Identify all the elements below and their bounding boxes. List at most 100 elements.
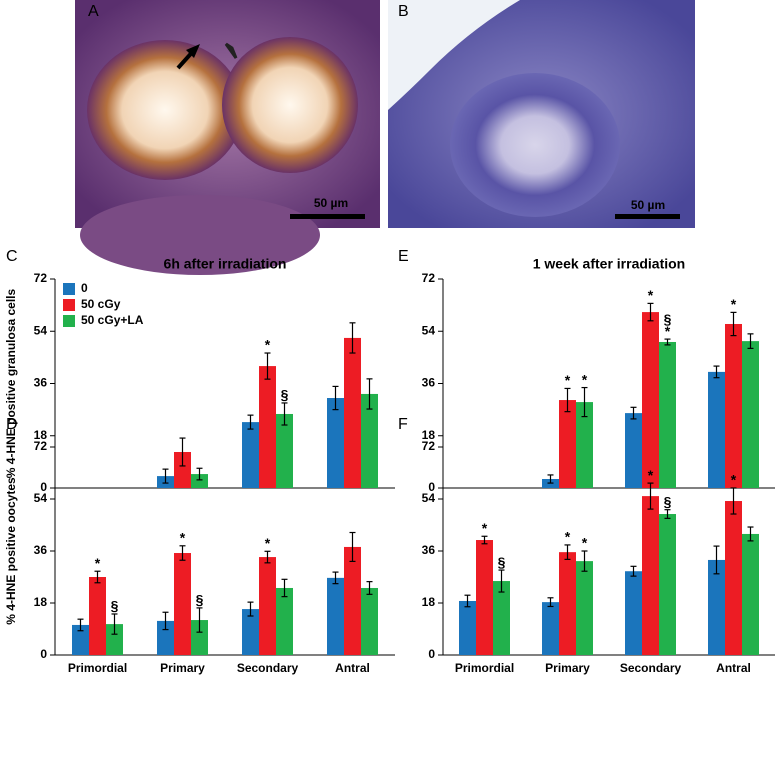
bar: [659, 514, 676, 655]
error-bar: [94, 570, 101, 584]
error-bar: [730, 487, 737, 515]
error-bar: [747, 333, 754, 349]
follicle: [450, 73, 620, 217]
y-tick-label: 18: [422, 595, 436, 609]
legend-label: 50 cGy+LA: [81, 313, 144, 327]
significance-marker: *: [265, 337, 271, 353]
bar: [708, 371, 725, 488]
error-bar: [564, 544, 571, 560]
error-bar: [264, 550, 271, 564]
error-bar: [247, 414, 254, 430]
error-bar: [647, 302, 654, 322]
chart: F 0 18 36 54 72 Primordial * § Primary * * Secondary…: [398, 416, 775, 675]
significance-marker: *: [731, 472, 737, 488]
error-bar: [349, 531, 356, 563]
y-tick-label: 36: [34, 543, 48, 557]
error-bar: [247, 601, 254, 617]
y-tick-label: 72: [422, 271, 436, 285]
y-tick-label: 18: [34, 595, 48, 609]
chart: C 6h after irradiation % 4-HNE positive gr…: [4, 248, 395, 494]
bar: [659, 341, 676, 488]
micrograph-b: 50 µm B: [388, 0, 695, 228]
bar: [191, 474, 208, 488]
error-bar: [179, 437, 186, 467]
legend-swatch: [63, 315, 75, 327]
error-bar: [162, 611, 169, 631]
x-tick-label: Antral: [716, 661, 751, 675]
bar: [725, 501, 742, 655]
significance-marker: *: [648, 287, 654, 303]
error-bar: [464, 594, 471, 608]
bar: [242, 609, 259, 655]
bar: [106, 624, 123, 655]
panel-label: E: [398, 248, 409, 265]
panel-label: C: [6, 248, 18, 265]
bar: [576, 561, 593, 655]
bar: [476, 540, 493, 655]
bar: [642, 496, 659, 655]
error-bar: [332, 571, 339, 585]
error-bar: [332, 385, 339, 411]
significance-marker: *: [731, 296, 737, 312]
y-tick-label: 54: [34, 323, 48, 337]
error-bar: [664, 338, 671, 346]
scale-bar: [290, 214, 365, 219]
x-tick-label: Primordial: [68, 661, 127, 675]
error-bar: [547, 474, 554, 484]
significance-marker: §: [498, 554, 506, 570]
bar: [276, 413, 293, 488]
bar: [459, 600, 476, 655]
y-tick-label: 36: [34, 376, 48, 390]
error-bar: [498, 569, 505, 593]
bar: [493, 581, 510, 655]
chart-title: 6h after irradiation: [164, 256, 287, 272]
significance-marker: *: [565, 529, 571, 545]
significance-marker: *: [665, 323, 671, 339]
error-bar: [111, 613, 118, 635]
error-bar: [281, 402, 288, 426]
y-tick-label: 0: [40, 480, 47, 494]
legend-swatch: [63, 283, 75, 295]
x-tick-label: Secondary: [620, 661, 682, 675]
bar: [542, 602, 559, 655]
y-tick-label: 0: [40, 647, 47, 661]
bar: [725, 323, 742, 488]
error-bar: [264, 352, 271, 380]
significance-marker: *: [648, 467, 654, 483]
error-bar: [481, 535, 488, 545]
x-tick-label: Secondary: [237, 661, 299, 675]
follicle: [87, 40, 243, 180]
error-bar: [196, 467, 203, 481]
legend-swatch: [63, 299, 75, 311]
y-tick-label: 54: [34, 491, 48, 505]
scale-bar-label: 50 µm: [631, 198, 665, 212]
significance-marker: §: [111, 598, 119, 614]
error-bar: [366, 378, 373, 410]
x-tick-label: Antral: [335, 661, 370, 675]
error-bar: [630, 565, 637, 577]
y-tick-label: 0: [428, 647, 435, 661]
follicle: [80, 195, 320, 275]
x-tick-label: Primary: [545, 661, 590, 675]
legend-label: 50 cGy: [81, 297, 121, 311]
bar: [89, 577, 106, 655]
error-bar: [349, 322, 356, 354]
bar: [259, 366, 276, 488]
error-bar: [664, 509, 671, 519]
bar: [174, 553, 191, 655]
y-tick-label: 72: [422, 439, 436, 453]
bar: [625, 571, 642, 655]
scale-bar-label: 50 µm: [314, 196, 348, 210]
error-bar: [630, 406, 637, 420]
error-bar: [179, 545, 186, 561]
bar: [327, 577, 344, 655]
bar: [344, 337, 361, 488]
error-bar: [77, 618, 84, 632]
significance-marker: *: [482, 520, 488, 536]
arrowhead: [224, 42, 238, 59]
x-tick-label: Primordial: [455, 661, 514, 675]
error-bar: [581, 550, 588, 572]
bar: [708, 559, 725, 655]
